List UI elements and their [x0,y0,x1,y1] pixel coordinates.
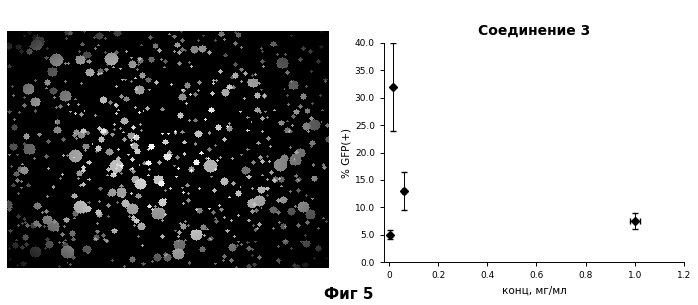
Text: Фиг 5: Фиг 5 [325,287,373,302]
Title: Соединение 3: Соединение 3 [478,23,590,38]
Y-axis label: % GFP(+): % GFP(+) [342,127,352,178]
X-axis label: конц, мг/мл: конц, мг/мл [502,286,566,296]
